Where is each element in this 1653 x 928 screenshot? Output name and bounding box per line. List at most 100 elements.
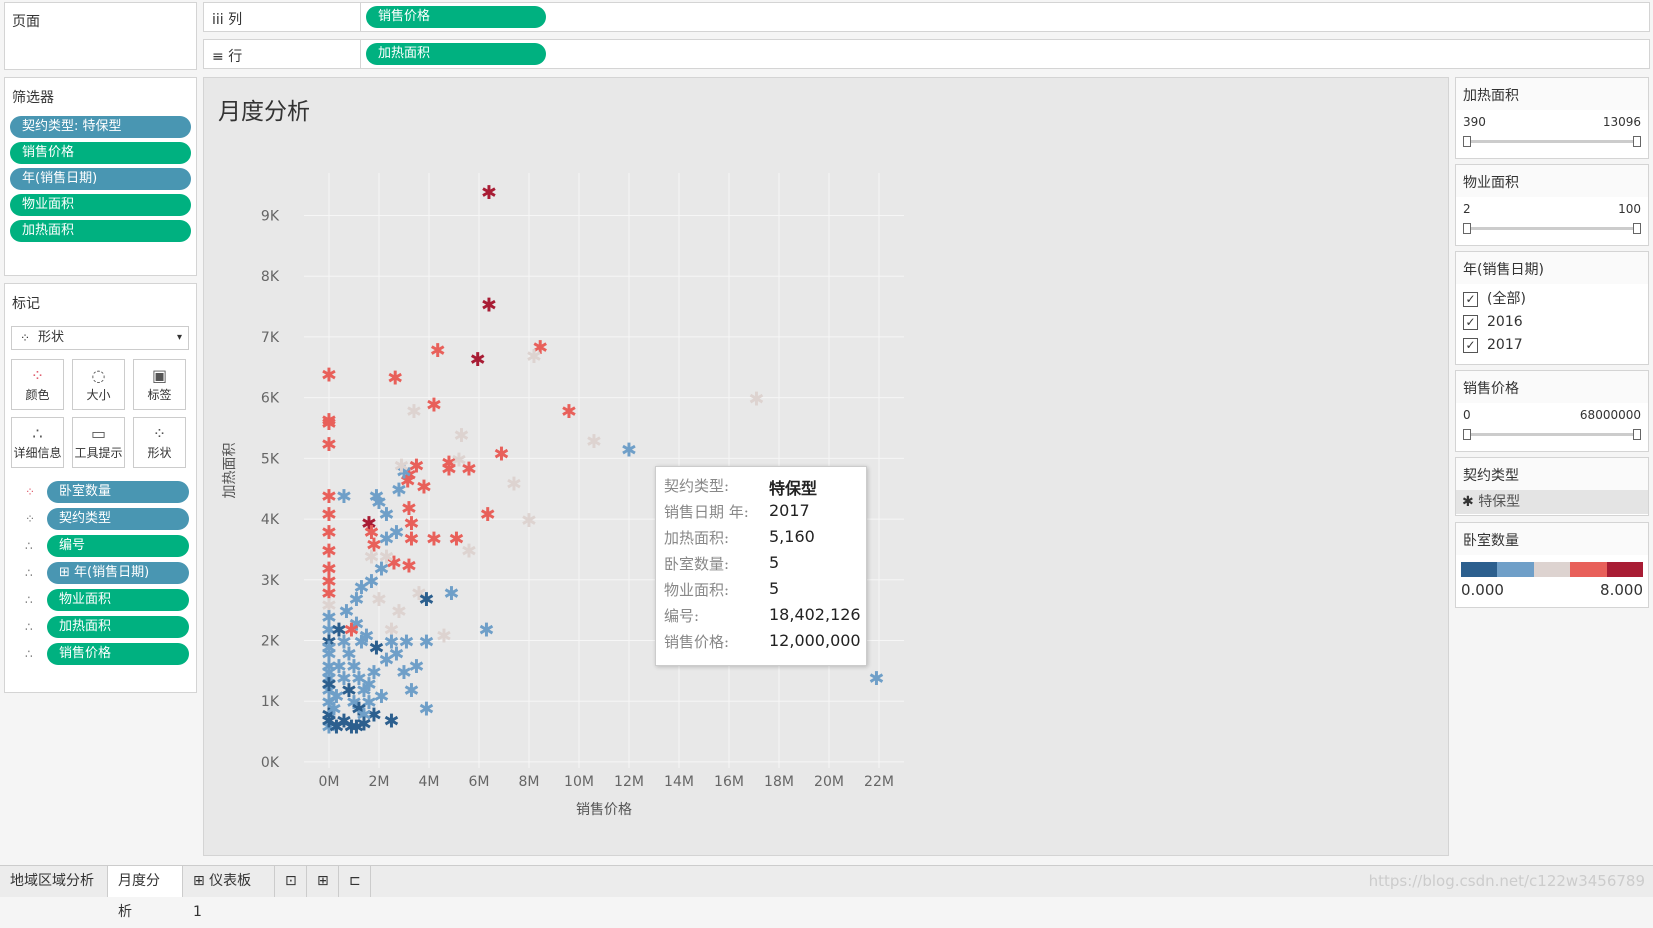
color-ramp-step xyxy=(1606,562,1644,577)
scatter-point: ✱ xyxy=(356,713,372,735)
tab-monthly-analysis[interactable]: 月度分析 xyxy=(108,866,183,920)
scatter-point: ✱ xyxy=(869,668,885,690)
color-ramp xyxy=(1461,562,1644,577)
slider-handle-max[interactable] xyxy=(1633,429,1641,440)
scatter-point: ✱ xyxy=(341,644,357,666)
rows-shelf[interactable]: ≡ 行 加热面积 xyxy=(203,39,1650,69)
scatter-point: ✱ xyxy=(361,692,377,714)
label-button[interactable]: ▣ 标签 xyxy=(133,359,186,410)
contract-legend-title: 契约类型 xyxy=(1456,458,1648,490)
scatter-point: ✱ xyxy=(441,458,457,480)
shape-icon: ⁘ xyxy=(152,424,167,443)
tooltip-value: 2017 xyxy=(769,501,810,520)
scatter-point: ✱ xyxy=(371,589,387,611)
checkbox-checked-icon[interactable]: ✓ xyxy=(1463,292,1478,307)
heating-area-filter[interactable]: 加热面积 390 13096 xyxy=(1455,77,1649,159)
size-button[interactable]: ◌ 大小 xyxy=(72,359,125,410)
columns-pill[interactable]: 销售价格 xyxy=(366,6,546,28)
heating-area-slider[interactable]: 390 13096 xyxy=(1456,110,1648,162)
scatter-point: ✱ xyxy=(329,717,345,739)
filter-pill[interactable]: 加热面积 xyxy=(10,220,191,242)
scatter-point: ✱ xyxy=(366,534,382,556)
property-area-filter[interactable]: 物业面积 2 100 xyxy=(1455,164,1649,246)
tab-dashboard-1[interactable]: ⊞ 仪表板 1 xyxy=(183,866,275,920)
scatter-point: ✱ xyxy=(369,638,385,660)
scatter-point: ✱ xyxy=(441,452,457,474)
mark-field-pill[interactable]: 契约类型 xyxy=(47,508,189,530)
scatter-point: ✱ xyxy=(389,644,405,666)
tab-region-analysis[interactable]: 地域区域分析 xyxy=(0,866,108,897)
shape-icon: ⁘ xyxy=(20,331,31,345)
year-option-2017[interactable]: ✓ 2017 xyxy=(1456,334,1648,357)
scatter-point: ✱ xyxy=(419,698,435,720)
columns-shelf[interactable]: iii 列 销售价格 xyxy=(203,2,1650,32)
scatter-point: ✱ xyxy=(321,656,337,678)
year-option-all[interactable]: ✓ (全部) xyxy=(1456,288,1648,311)
tooltip-button[interactable]: ▭ 工具提示 xyxy=(72,417,125,468)
filter-pill[interactable]: 销售价格 xyxy=(10,142,191,164)
new-dashboard-icon[interactable]: ⊞ xyxy=(307,866,339,897)
scatter-point: ✱ xyxy=(389,522,405,544)
scatter-point: ✱ xyxy=(481,182,497,204)
slider-handle-min[interactable] xyxy=(1463,429,1471,440)
tooltip-icon: ▭ xyxy=(90,424,107,443)
scatter-point: ✱ xyxy=(561,401,577,423)
scatter-point: ✱ xyxy=(384,619,400,641)
rows-label: ≡ 行 xyxy=(212,49,243,65)
mark-field-pill[interactable]: 加热面积 xyxy=(47,616,189,638)
chart-title: 月度分析 xyxy=(218,99,310,125)
scatter-point: ✱ xyxy=(364,522,380,544)
scatter-point: ✱ xyxy=(411,583,427,605)
year-filter[interactable]: 年(销售日期) ✓ (全部) ✓ 2016 ✓ 2017 xyxy=(1455,251,1649,365)
mark-field-pill[interactable]: 销售价格 xyxy=(47,643,189,665)
x-tick-label: 22M xyxy=(864,774,894,790)
detail-icon: ∴ xyxy=(25,566,33,580)
property-area-title: 物业面积 xyxy=(1456,165,1648,197)
price-slider[interactable]: 0 68000000 xyxy=(1456,403,1648,455)
filter-pill[interactable]: 契约类型: 特保型 xyxy=(10,116,191,138)
new-story-icon[interactable]: ⊏ xyxy=(339,866,371,897)
scatter-point: ✱ xyxy=(321,619,337,641)
x-tick-label: 12M xyxy=(614,774,644,790)
label-icon: ▣ xyxy=(151,366,168,385)
scatter-point: ✱ xyxy=(321,607,337,629)
y-tick-label: 8K xyxy=(261,269,280,285)
scatter-point: ✱ xyxy=(394,455,410,477)
slider-handle-min[interactable] xyxy=(1463,223,1471,234)
mark-field-pill[interactable]: ⊞ 年(销售日期) xyxy=(47,562,189,584)
scatter-point: ✱ xyxy=(346,656,362,678)
tooltip-key: 契约类型: xyxy=(664,477,730,495)
checkbox-checked-icon[interactable]: ✓ xyxy=(1463,338,1478,353)
contract-legend-item[interactable]: ✱ 特保型 xyxy=(1456,490,1648,514)
tooltip-key: 卧室数量: xyxy=(664,555,730,573)
mark-type-select[interactable]: ⁘ 形状 ▾ xyxy=(11,326,189,350)
year-option-2016[interactable]: ✓ 2016 xyxy=(1456,311,1648,334)
scatter-point: ✱ xyxy=(321,434,337,456)
scatter-point: ✱ xyxy=(331,619,347,641)
slider-handle-min[interactable] xyxy=(1463,136,1471,147)
scatter-point: ✱ xyxy=(321,680,337,702)
shape-button[interactable]: ⁘ 形状 xyxy=(133,417,186,468)
color-button[interactable]: ⁘ 颜色 xyxy=(11,359,64,410)
new-worksheet-icon[interactable]: ⊡ xyxy=(275,866,307,897)
slider-handle-max[interactable] xyxy=(1633,136,1641,147)
scatter-point: ✱ xyxy=(364,571,380,593)
mark-field-pill[interactable]: 物业面积 xyxy=(47,589,189,611)
y-tick-label: 2K xyxy=(261,634,280,650)
sheet-tabs: 地域区域分析 月度分析 ⊞ 仪表板 1 ⊡ ⊞ ⊏ https://blog.c… xyxy=(0,865,1653,920)
filter-pill[interactable]: 年(销售日期) xyxy=(10,168,191,190)
checkbox-checked-icon[interactable]: ✓ xyxy=(1463,315,1478,330)
tooltip-key: 销售日期 年: xyxy=(664,503,749,521)
rows-pill[interactable]: 加热面积 xyxy=(366,43,546,65)
scatter-point: ✱ xyxy=(354,632,370,654)
color-icon: ⁘ xyxy=(25,485,36,499)
property-area-slider[interactable]: 2 100 xyxy=(1456,197,1648,249)
detail-button[interactable]: ∴ 详细信息 xyxy=(11,417,64,468)
scatter-point: ✱ xyxy=(336,486,352,508)
filter-pill[interactable]: 物业面积 xyxy=(10,194,191,216)
mark-field-pill[interactable]: 编号 xyxy=(47,535,189,557)
mark-field-pill[interactable]: 卧室数量 xyxy=(47,481,189,503)
filter-list: 契约类型: 特保型 销售价格年(销售日期) 物业面积加热面积 xyxy=(5,116,196,242)
slider-handle-max[interactable] xyxy=(1633,223,1641,234)
price-filter[interactable]: 销售价格 0 68000000 xyxy=(1455,370,1649,452)
